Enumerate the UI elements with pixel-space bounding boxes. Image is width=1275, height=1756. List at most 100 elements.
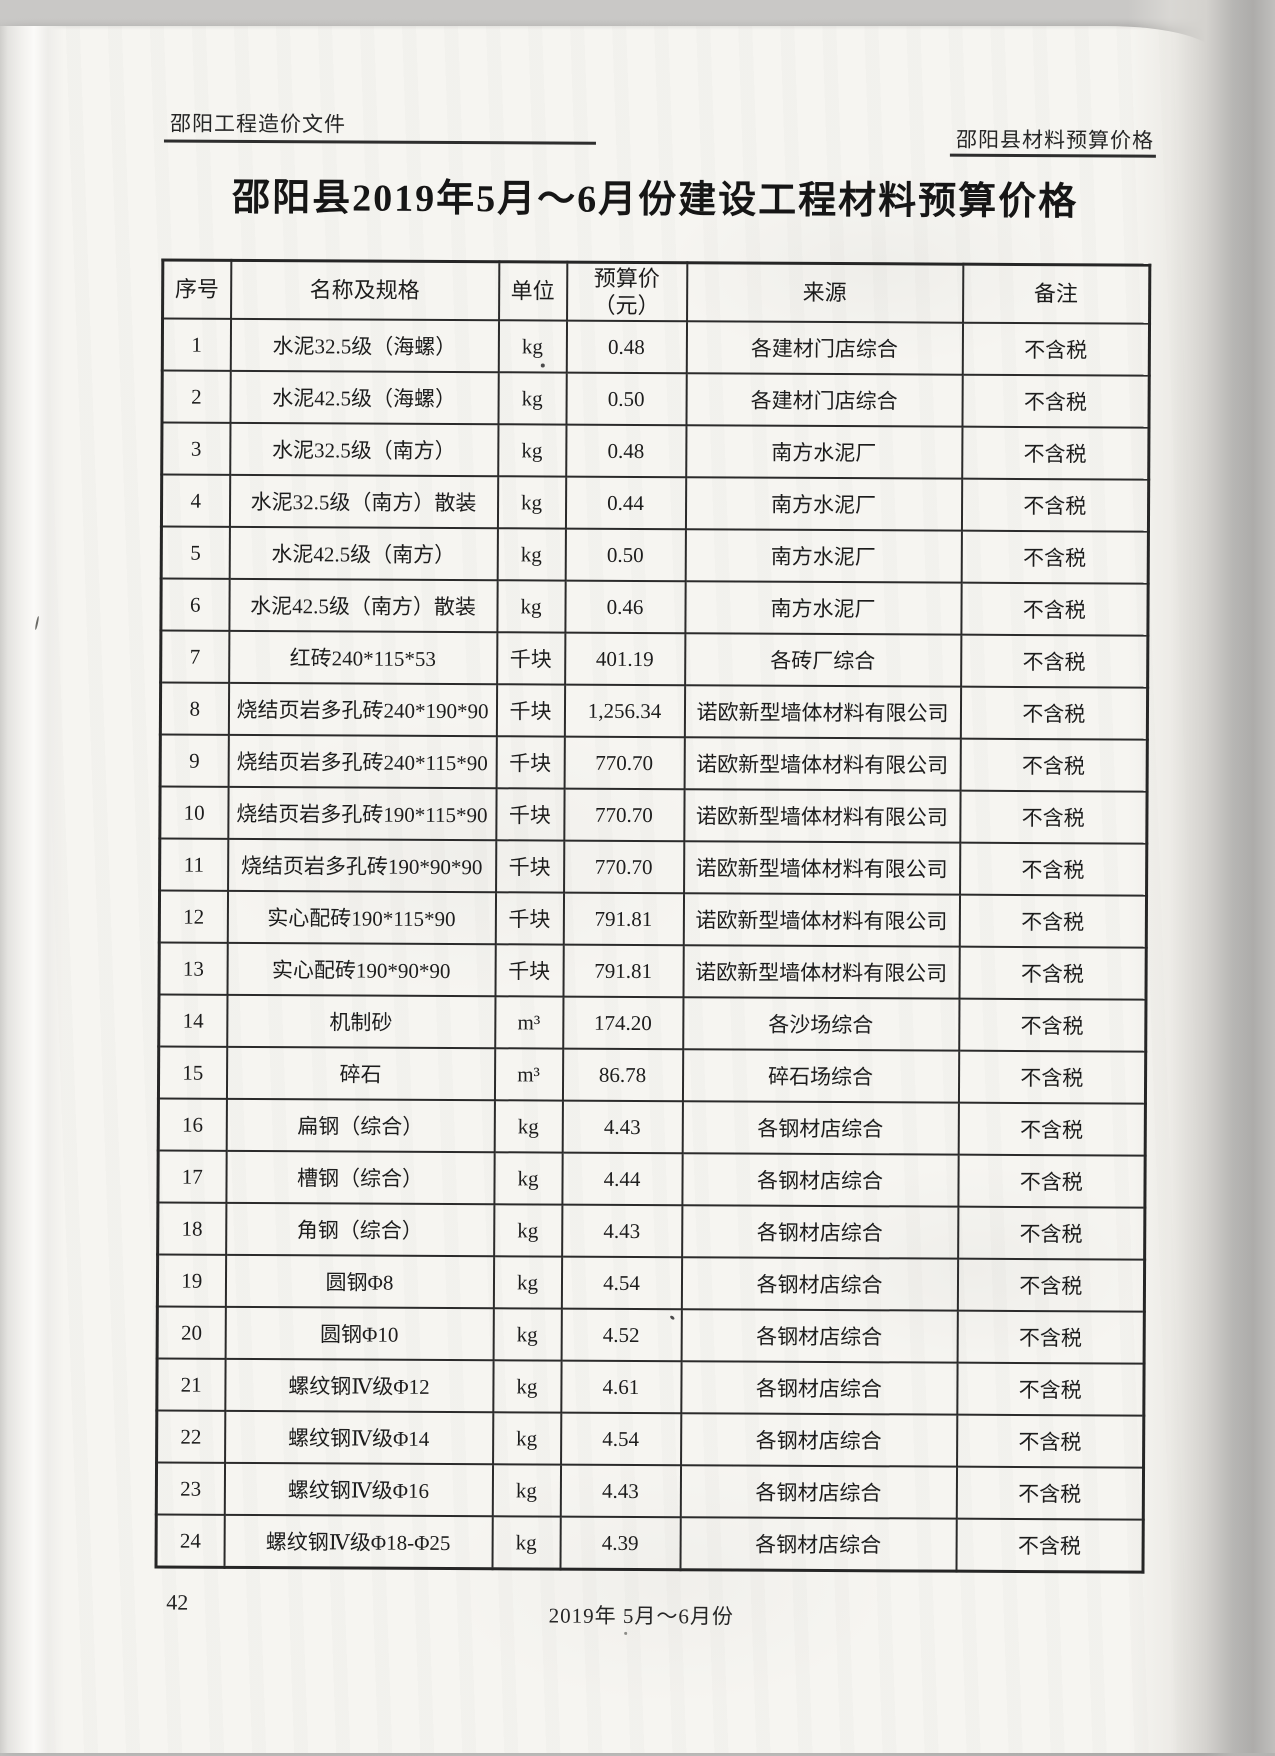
col-header-unit: 单位 — [498, 261, 567, 321]
cell-serial-number: 4 — [161, 474, 230, 527]
cell-source: 各钢材店综合 — [681, 1309, 958, 1363]
cell-unit: 千块 — [495, 788, 565, 841]
table-row: 13 实心配砖190*90*90 千块 791.81 诺欧新型墙体材料有限公司 … — [158, 942, 1147, 1000]
cell-remark: 不含税 — [958, 998, 1146, 1052]
cell-budget-price: 4.61 — [560, 1360, 682, 1414]
cell-serial-number: 13 — [158, 942, 228, 995]
table-body: 1 水泥32.5级（海螺） kg 0.48 各建材门店综合 不含税 2 水泥42… — [156, 318, 1150, 1573]
cell-budget-price: 4.43 — [562, 1100, 683, 1154]
cell-material-name: 螺纹钢Ⅳ级Φ18-Φ25 — [224, 1514, 493, 1569]
scan-speck — [540, 363, 545, 368]
cell-source: 各建材门店综合 — [686, 321, 963, 375]
cell-unit: 千块 — [494, 944, 564, 997]
cell-remark: 不含税 — [958, 946, 1147, 1000]
cell-unit: kg — [494, 1100, 563, 1153]
table-row: 14 机制砂 m³ 174.20 各沙场综合 不含税 — [158, 994, 1146, 1052]
cell-remark: 不含税 — [959, 790, 1148, 844]
cell-source: 诺欧新型墙体材料有限公司 — [683, 893, 960, 947]
cell-unit: kg — [493, 1308, 562, 1361]
cell-unit: 千块 — [495, 892, 564, 945]
cell-serial-number: 22 — [156, 1410, 225, 1463]
cell-unit: kg — [492, 1464, 561, 1517]
cell-budget-price: 401.19 — [564, 632, 685, 686]
cell-budget-price: 770.70 — [563, 788, 685, 842]
cell-source: 诺欧新型墙体材料有限公司 — [684, 737, 961, 791]
cell-serial-number: 2 — [161, 370, 231, 423]
table-row: 7 红砖240*115*53 千块 401.19 各砖厂综合 不含税 — [160, 630, 1148, 688]
cell-source: 碎石场综合 — [682, 1049, 959, 1103]
cell-budget-price: 0.48 — [566, 320, 687, 374]
cell-material-name: 水泥32.5级（海螺） — [230, 318, 499, 373]
table-row: 23 螺纹钢Ⅳ级Φ16 kg 4.43 各钢材店综合 不含税 — [156, 1462, 1144, 1520]
cell-remark: 不含税 — [960, 738, 1148, 792]
cell-material-name: 槽钢（综合） — [225, 1150, 495, 1205]
cell-source: 诺欧新型墙体材料有限公司 — [682, 945, 960, 999]
table-row: 19 圆钢Φ8 kg 4.54 各钢材店综合 不含税 — [157, 1254, 1145, 1312]
cell-material-name: 水泥32.5级（南方） — [229, 422, 498, 477]
cell-budget-price: 4.39 — [559, 1516, 681, 1570]
cell-source: 南方水泥厂 — [684, 581, 962, 635]
table-row: 3 水泥32.5级（南方） kg 0.48 南方水泥厂 不含税 — [161, 422, 1149, 480]
cell-budget-price: 4.52 — [561, 1308, 682, 1362]
table-row: 20 圆钢Φ10 kg 4.52 各钢材店综合 不含税 — [157, 1306, 1145, 1364]
cell-material-name: 螺纹钢Ⅳ级Φ14 — [224, 1410, 493, 1465]
cell-material-name: 实心配砖190*90*90 — [226, 942, 496, 997]
cell-budget-price: 0.48 — [565, 424, 686, 478]
cell-source: 各钢材店综合 — [681, 1153, 959, 1207]
col-header-price: 预算价 （元） — [566, 262, 687, 322]
table-row: 17 槽钢（综合） kg 4.44 各钢材店综合 不含税 — [157, 1150, 1146, 1208]
cell-budget-price: 0.46 — [564, 580, 686, 634]
cell-material-name: 烧结页岩多孔砖240*190*90 — [228, 682, 497, 737]
cell-budget-price: 4.43 — [560, 1464, 681, 1518]
col-header-name: 名称及规格 — [230, 260, 499, 321]
cell-serial-number: 17 — [157, 1150, 227, 1203]
cell-unit: kg — [491, 1516, 561, 1570]
cell-material-name: 烧结页岩多孔砖240*115*90 — [228, 734, 497, 789]
cell-material-name: 烧结页岩多孔砖190*115*90 — [227, 786, 497, 841]
cell-remark: 不含税 — [961, 530, 1149, 584]
table-row: 16 扁钢（综合） kg 4.43 各钢材店综合 不含税 — [158, 1098, 1146, 1156]
cell-budget-price: 770.70 — [564, 736, 685, 790]
cell-source: 各建材门店综合 — [685, 373, 963, 427]
table-row: 21 螺纹钢Ⅳ级Φ12 kg 4.61 各钢材店综合 不含税 — [156, 1358, 1145, 1416]
cell-source: 各钢材店综合 — [680, 1361, 958, 1415]
cell-serial-number: 19 — [157, 1254, 226, 1307]
cell-source: 诺欧新型墙体材料有限公司 — [684, 685, 961, 739]
cell-remark: 不含税 — [961, 426, 1149, 480]
cell-source: 各钢材店综合 — [681, 1205, 958, 1259]
cell-unit: kg — [497, 528, 566, 581]
cell-remark: 不含税 — [956, 1362, 1145, 1416]
cell-budget-price: 770.70 — [563, 840, 684, 894]
cell-source: 各钢材店综合 — [681, 1257, 958, 1311]
cell-remark: 不含税 — [956, 1414, 1144, 1468]
col-header-remark: 备注 — [962, 264, 1150, 324]
cell-material-name: 实心配砖190*115*90 — [227, 890, 496, 945]
table-row: 18 角钢（综合） kg 4.43 各钢材店综合 不含税 — [157, 1202, 1145, 1260]
cell-source: 南方水泥厂 — [685, 425, 962, 479]
cell-serial-number: 15 — [158, 1046, 227, 1099]
table-row: 15 碎石 m³ 86.78 碎石场综合 不含税 — [158, 1046, 1146, 1104]
table-row: 8 烧结页岩多孔砖240*190*90 千块 1,256.34 诺欧新型墙体材料… — [160, 682, 1148, 740]
cell-budget-price: 4.44 — [561, 1152, 683, 1206]
table-row: 2 水泥42.5级（海螺） kg 0.50 各建材门店综合 不含税 — [161, 370, 1150, 428]
cell-serial-number: 9 — [160, 734, 229, 787]
cell-material-name: 水泥42.5级（南方） — [229, 526, 498, 581]
col-header-price-line2: （元） — [593, 292, 660, 319]
cell-serial-number: 7 — [160, 630, 229, 683]
cell-source: 诺欧新型墙体材料有限公司 — [683, 789, 961, 843]
cell-serial-number: 18 — [157, 1202, 226, 1255]
cell-unit: kg — [492, 1412, 561, 1465]
table-row: 5 水泥42.5级（南方） kg 0.50 南方水泥厂 不含税 — [161, 526, 1149, 584]
table-row: 10 烧结页岩多孔砖190*115*90 千块 770.70 诺欧新型墙体材料有… — [159, 786, 1148, 844]
cell-unit: 千块 — [496, 632, 565, 685]
cell-serial-number: 3 — [161, 422, 230, 475]
cell-unit: kg — [497, 424, 566, 477]
table-row: 11 烧结页岩多孔砖190*90*90 千块 770.70 诺欧新型墙体材料有限… — [159, 838, 1147, 896]
cell-remark: 不含税 — [960, 686, 1148, 740]
footer-page-number: 42 — [166, 1589, 189, 1615]
cell-serial-number: 23 — [156, 1462, 225, 1515]
cell-budget-price: 791.81 — [562, 944, 684, 998]
cell-budget-price: 1,256.34 — [564, 684, 685, 738]
